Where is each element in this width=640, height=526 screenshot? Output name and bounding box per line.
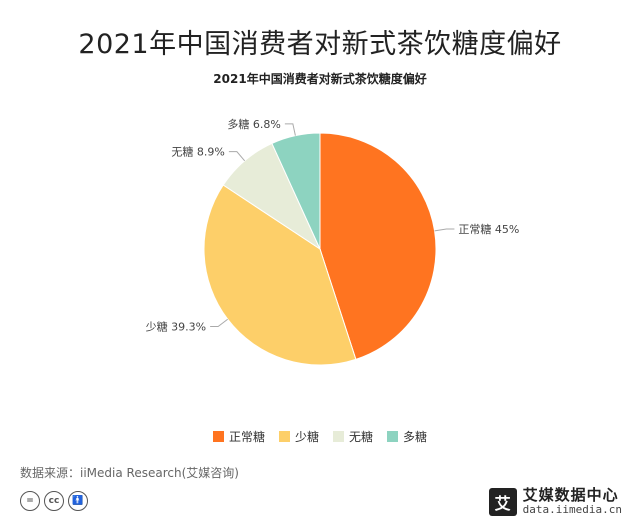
leader-line [284,123,296,136]
brand-name: 艾媒数据中心 [522,486,619,505]
equal-icon: = [20,491,40,511]
main-title: 2021年中国消费者对新式茶饮糖度偏好 [78,29,562,60]
person-icon: 🚹 [68,491,88,511]
leader-line [210,318,228,327]
legend-swatch [333,431,344,442]
legend-item[interactable]: 多糖 [387,428,427,445]
cc-icon: cc [44,491,64,511]
chart-title: 2021年中国消费者对新式茶饮糖度偏好 [213,72,427,86]
leader-line [434,228,455,232]
pie-slice[interactable] [271,132,321,250]
slice-label: 多糖 6.8% [227,117,280,131]
legend-item[interactable]: 无糖 [333,428,373,445]
legend-label: 正常糖 [228,430,265,444]
slice-label: 正常糖 45% [458,222,519,236]
legend-swatch [387,431,399,442]
brand-logo: 艾 [488,488,517,516]
legend-item[interactable]: 正常糖 [212,428,265,445]
legend-swatch [212,431,224,442]
legend-label: 无糖 [349,430,374,444]
pie-slice[interactable] [319,132,437,360]
license-icons: = cc 🚹 [20,491,88,511]
legend-item[interactable]: 少糖 [278,428,319,445]
legend-swatch [278,431,290,442]
slice-label: 少糖 39.3% [146,319,206,333]
brand-url: data.iimedia.cn [522,503,622,517]
legend-label: 少糖 [294,430,319,444]
legend-label: 多糖 [403,430,428,444]
slice-label: 无糖 8.9% [171,145,224,159]
leader-line [228,151,246,162]
legend: 正常糖 少糖 无糖 多糖 [0,428,640,445]
source-note: 数据来源：iiMedia Research(艾媒咨询) [20,466,239,480]
brand: 艾 艾媒数据中心 data.iimedia.cn [488,486,622,517]
